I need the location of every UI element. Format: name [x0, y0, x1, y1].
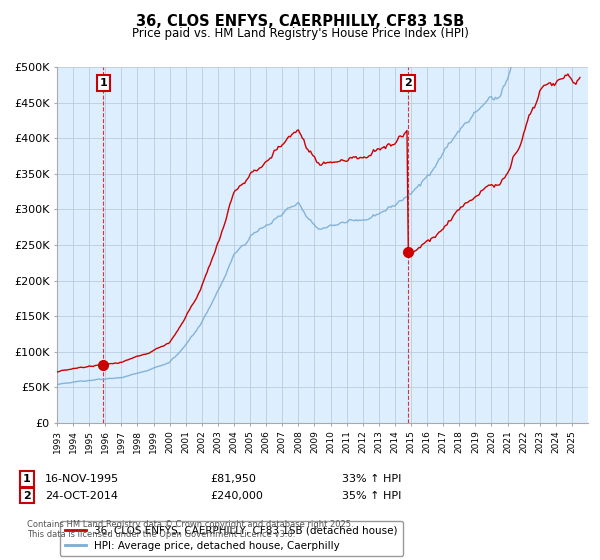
- Text: 16-NOV-1995: 16-NOV-1995: [45, 474, 119, 484]
- Text: 36, CLOS ENFYS, CAERPHILLY, CF83 1SB: 36, CLOS ENFYS, CAERPHILLY, CF83 1SB: [136, 14, 464, 29]
- Text: 2: 2: [23, 491, 31, 501]
- Legend: 36, CLOS ENFYS, CAERPHILLY, CF83 1SB (detached house), HPI: Average price, detac: 36, CLOS ENFYS, CAERPHILLY, CF83 1SB (de…: [59, 521, 403, 556]
- Text: £240,000: £240,000: [210, 491, 263, 501]
- Text: Contains HM Land Registry data © Crown copyright and database right 2025.
This d: Contains HM Land Registry data © Crown c…: [27, 520, 353, 539]
- Text: 35% ↑ HPI: 35% ↑ HPI: [342, 491, 401, 501]
- Text: 24-OCT-2014: 24-OCT-2014: [45, 491, 118, 501]
- Text: 2: 2: [404, 78, 412, 88]
- Text: 1: 1: [23, 474, 31, 484]
- Text: 1: 1: [100, 78, 107, 88]
- Text: Price paid vs. HM Land Registry's House Price Index (HPI): Price paid vs. HM Land Registry's House …: [131, 27, 469, 40]
- Text: 33% ↑ HPI: 33% ↑ HPI: [342, 474, 401, 484]
- Text: £81,950: £81,950: [210, 474, 256, 484]
